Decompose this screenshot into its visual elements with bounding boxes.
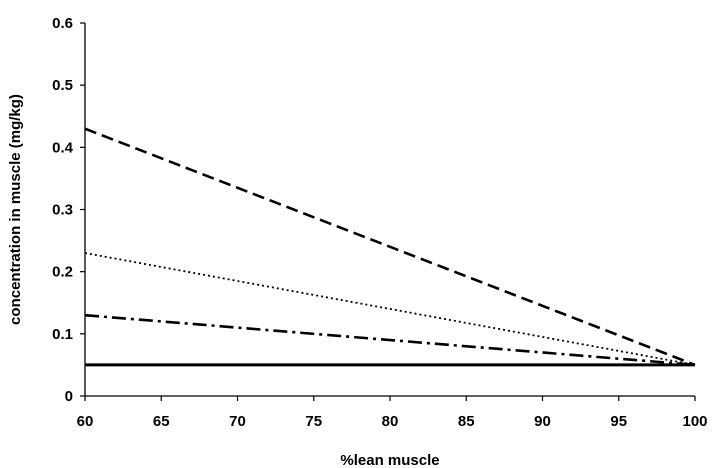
axes (80, 22, 696, 401)
x-tick-label: 70 (229, 413, 246, 430)
tick-labels: 60 65 70 75 80 85 90 95 100 0 0.1 0.2 0.3 0.4 0.5 0.6 (52, 15, 707, 430)
x-tick-label: 100 (682, 413, 707, 430)
y-tick-label: 0.4 (52, 139, 74, 156)
x-tick-label: 95 (610, 413, 627, 430)
y-tick-label: 0.5 (52, 77, 73, 94)
series-layer (84, 127, 696, 367)
x-tick-label: 60 (77, 413, 94, 430)
y-tick-label: 0.3 (52, 202, 73, 219)
y-tick-label: 0.2 (52, 264, 73, 281)
series-line-dashed (84, 127, 696, 367)
x-tick-label: 90 (534, 413, 551, 430)
x-tick-label: 85 (458, 413, 475, 430)
x-tick-label: 80 (382, 413, 399, 430)
x-tick-label: 65 (153, 413, 170, 430)
y-axis-title: concentration in muscle (mg/kg) (7, 94, 24, 325)
x-axis-title: %lean muscle (340, 452, 439, 468)
series-line-dash-dot (84, 313, 696, 367)
y-tick-label: 0.1 (52, 326, 73, 343)
y-tick-label: 0.6 (52, 15, 73, 32)
series-line-dotted (84, 252, 696, 366)
x-tick-label: 75 (305, 413, 322, 430)
y-tick-label: 0 (65, 388, 73, 405)
